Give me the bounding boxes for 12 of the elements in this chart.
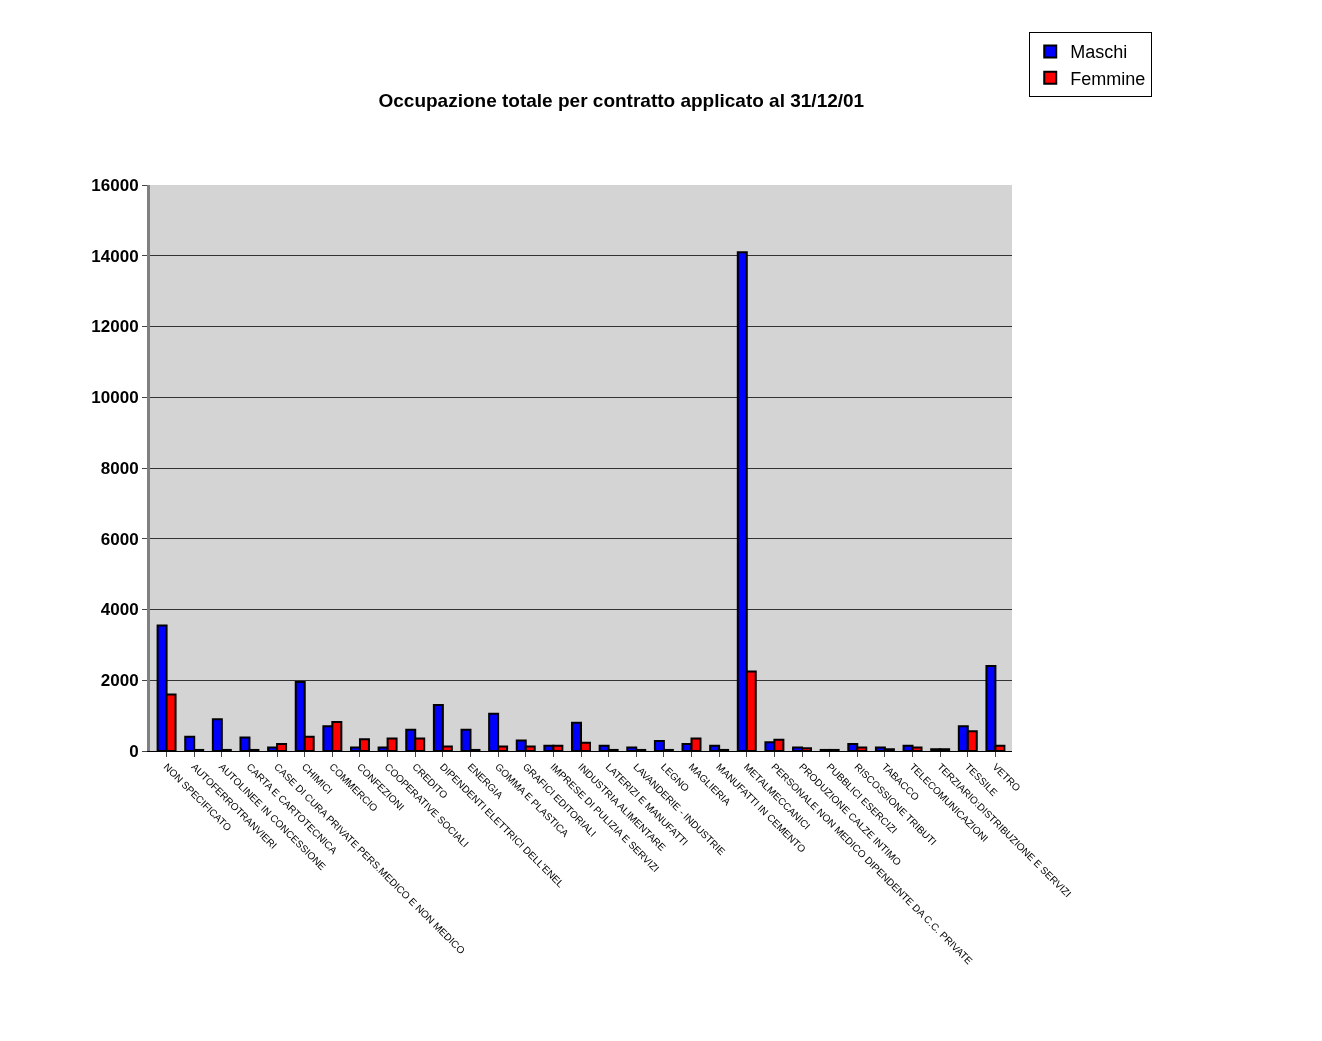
y-tick-label: 12000: [91, 317, 139, 337]
legend-label: Maschi: [1070, 42, 1128, 63]
y-tick-label: 16000: [91, 175, 139, 195]
y-tick-label: 14000: [91, 246, 139, 266]
y-tick-label: 2000: [100, 671, 139, 691]
chart-title: Occupazione totale per contratto applicato al 31/12/01: [378, 89, 865, 111]
y-tick-label: 4000: [100, 600, 139, 620]
y-tick-label: 8000: [100, 458, 139, 478]
y-tick-label: 0: [129, 741, 139, 761]
y-tick-label: 6000: [100, 529, 139, 549]
y-tick-label: 10000: [91, 388, 139, 408]
legend-label: Femmine: [1070, 68, 1146, 89]
